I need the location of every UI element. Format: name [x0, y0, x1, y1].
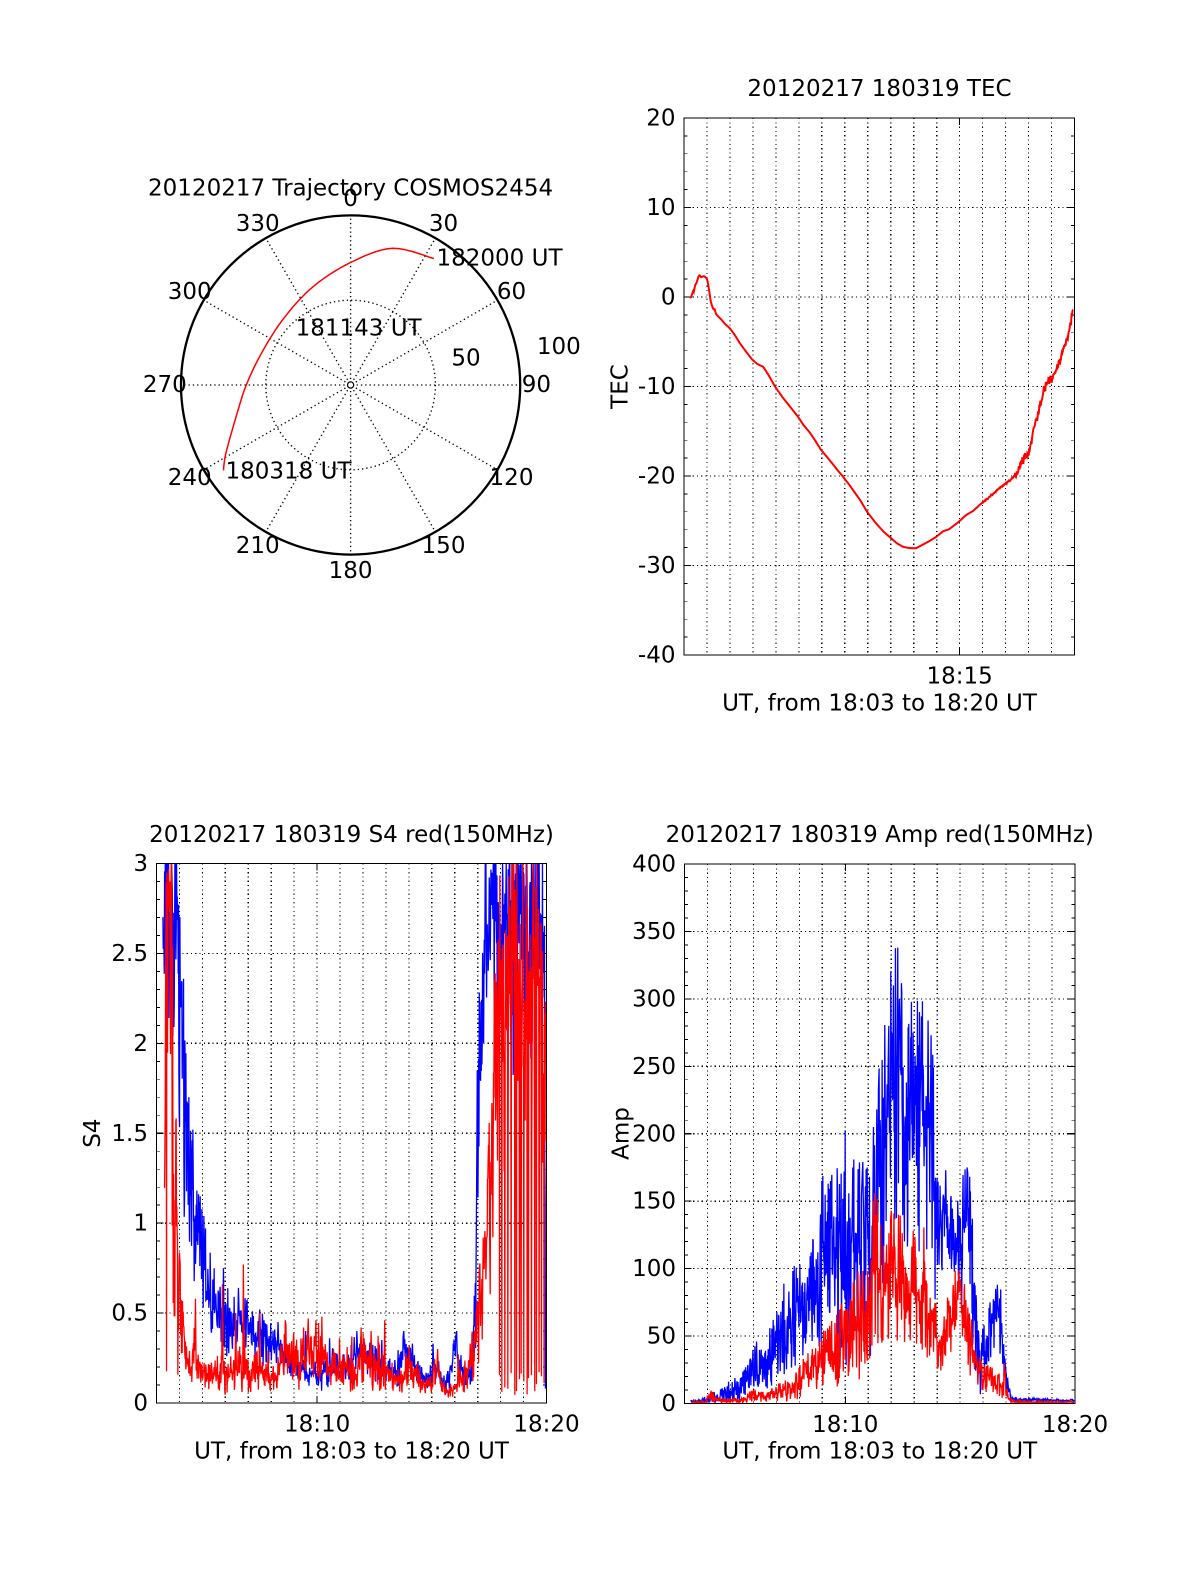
- polar-azimuth-tick-label: 0: [343, 186, 358, 212]
- amp-series-group: [690, 947, 1075, 1404]
- axes-box: [155, 862, 548, 1404]
- s4-tick-labels: 0 0.5 1 1.5 2 2.5 3 18:10 18:20: [111, 851, 579, 1437]
- y-tick-label: -40: [638, 643, 676, 669]
- amp-tick-labels: 0 50 100 150 200 250 300 350 400 18:10 18:20: [632, 852, 1108, 1438]
- y-tick-label: 400: [632, 852, 676, 878]
- trajectory-time-label: 181143 UT: [296, 315, 423, 341]
- trajectory-polar-grid: [179, 214, 522, 556]
- y-tick-label: 200: [632, 1121, 676, 1147]
- s4-series-group: [162, 863, 547, 1398]
- y-tick-label: 250: [632, 1054, 676, 1080]
- y-tick-label: -30: [638, 553, 676, 579]
- tec-series-line-tec: [689, 274, 1074, 550]
- amp-plot-title: 20120217 180319 Amp red(150MHz): [666, 822, 1094, 848]
- trajectory-plot-title: 20120217 Trajectory COSMOS2454: [148, 175, 553, 201]
- polar-azimuth-tick-label: 120: [490, 465, 534, 491]
- trajectory-path-group: [222, 247, 435, 471]
- s4-plot: 20120217 180319 S4 red(150MHz) S4 UT, fr…: [80, 822, 580, 1464]
- y-tick-label: 300: [632, 986, 676, 1012]
- x-tick-label: 18:20: [1042, 1412, 1108, 1438]
- amp-axes-frame: [683, 863, 1076, 1405]
- y-tick-label: 1: [133, 1211, 148, 1237]
- s4-x-axis-label: UT, from 18:03 to 18:20 UT: [194, 1439, 510, 1465]
- tec-plot: 20120217 180319 TEC TEC UT, from 18:03 t…: [608, 76, 1076, 717]
- y-tick-label: 0: [661, 285, 676, 311]
- s4-y-axis-label: S4: [80, 1119, 106, 1148]
- polar-spoke-gridline: [353, 237, 436, 381]
- y-tick-label: 150: [632, 1189, 676, 1215]
- tec-axes-frame: [683, 117, 1076, 656]
- y-tick-label: 100: [632, 1256, 676, 1282]
- polar-spoke-gridline: [355, 299, 498, 383]
- polar-ring-tick-label: 50: [451, 346, 480, 372]
- tec-grid: [684, 118, 1075, 655]
- amp-y-axis-label: Amp: [609, 1107, 635, 1160]
- polar-spoke-gridline: [203, 387, 346, 471]
- tec-series-group: [689, 274, 1074, 550]
- s4-series-line-red-150mhz-: [163, 863, 547, 1398]
- x-tick-label: 18:10: [812, 1412, 878, 1438]
- y-tick-label: 10: [646, 195, 675, 221]
- y-tick-label: 0.5: [111, 1301, 148, 1327]
- polar-spoke-gridline: [265, 389, 349, 533]
- polar-azimuth-tick-label: 180: [329, 558, 373, 584]
- tec-tick-labels: -40 -30 -20 -10 0 10 20 18:15: [638, 106, 993, 690]
- y-tick-label: 3: [133, 851, 148, 877]
- trajectory-time-label: 182000 UT: [437, 245, 564, 271]
- polar-azimuth-tick-label: 270: [143, 372, 187, 398]
- s4-plot-title: 20120217 180319 S4 red(150MHz): [149, 822, 554, 848]
- trajectory-axis-labels: 0 30 60 90 120 150 180 210 240 270 300 330 50 100: [143, 186, 581, 584]
- polar-center-marker: [346, 381, 355, 389]
- y-tick-label: -20: [638, 464, 676, 490]
- trajectory-sky-plot: 20120217 Trajectory COSMOS2454 0 30 60 90 12…: [143, 175, 581, 583]
- polar-ring-tick-label: 100: [537, 334, 581, 360]
- y-tick-label: 2: [133, 1031, 148, 1057]
- polar-azimuth-tick-label: 210: [236, 533, 280, 559]
- polar-azimuth-tick-label: 30: [429, 211, 458, 237]
- tec-y-axis-label: TEC: [608, 364, 634, 410]
- x-tick-label: 18:10: [284, 1411, 350, 1437]
- y-tick-label: 1.5: [111, 1121, 148, 1147]
- polar-azimuth-tick-label: 90: [522, 372, 551, 398]
- amp-series-line-blue: [690, 947, 1075, 1404]
- polar-spoke-gridline: [265, 237, 349, 381]
- tec-plot-title: 20120217 180319 TEC: [747, 76, 1011, 102]
- s4-axes-frame: [155, 862, 548, 1404]
- polar-spoke-gridline: [355, 387, 498, 471]
- tec-x-axis-label: UT, from 18:03 to 18:20 UT: [722, 691, 1038, 717]
- satellite-trajectory-line: [222, 247, 435, 471]
- amp-grid: [684, 864, 1075, 1404]
- axes-box: [683, 863, 1076, 1405]
- amp-plot: 20120217 180319 Amp red(150MHz) Amp UT, …: [609, 822, 1109, 1464]
- polar-azimuth-tick-label: 330: [236, 211, 280, 237]
- trajectory-time-label: 180318 UT: [226, 459, 353, 485]
- axes-box: [683, 117, 1076, 656]
- y-tick-label: 50: [647, 1324, 676, 1350]
- polar-azimuth-tick-label: 150: [422, 533, 466, 559]
- amp-series-line-red-150mhz-: [690, 1193, 1075, 1404]
- y-tick-label: 20: [646, 106, 675, 132]
- polar-azimuth-tick-label: 300: [168, 279, 212, 305]
- y-tick-label: 0: [133, 1391, 148, 1417]
- polar-azimuth-tick-label: 240: [168, 465, 212, 491]
- y-tick-label: 2.5: [111, 941, 148, 967]
- y-tick-label: 0: [661, 1391, 676, 1417]
- polar-spoke-gridline: [203, 299, 346, 383]
- x-tick-label: 18:15: [926, 663, 992, 689]
- trajectory-time-annotations: 180318 UT 181143 UT 182000 UT: [226, 245, 564, 484]
- polar-azimuth-tick-label: 60: [497, 279, 526, 305]
- y-tick-label: 350: [632, 919, 676, 945]
- polar-ring-gridline: [265, 299, 437, 471]
- y-tick-label: -10: [638, 374, 676, 400]
- x-tick-label: 18:20: [513, 1411, 579, 1437]
- s4-series-line-blue: [162, 863, 547, 1394]
- polar-spoke-gridline: [353, 389, 436, 533]
- amp-x-axis-label: UT, from 18:03 to 18:20 UT: [722, 1439, 1038, 1465]
